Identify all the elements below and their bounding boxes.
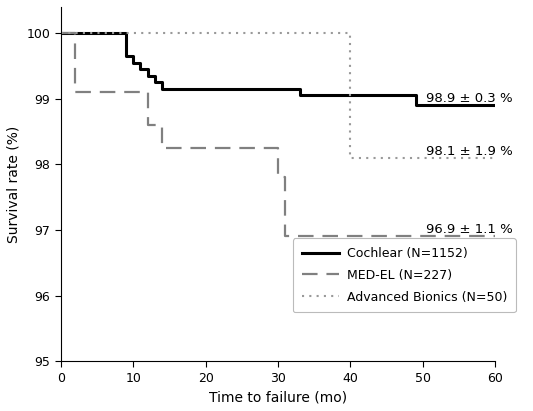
X-axis label: Time to failure (mo): Time to failure (mo)	[209, 390, 347, 404]
Legend: Cochlear (N=1152), MED-EL (N=227), Advanced Bionics (N=50): Cochlear (N=1152), MED-EL (N=227), Advan…	[293, 238, 516, 312]
Text: 98.1 ± 1.9 %: 98.1 ± 1.9 %	[426, 145, 513, 158]
Text: 98.9 ± 0.3 %: 98.9 ± 0.3 %	[426, 92, 513, 105]
Text: 96.9 ± 1.1 %: 96.9 ± 1.1 %	[426, 224, 513, 236]
Y-axis label: Survival rate (%): Survival rate (%)	[7, 125, 21, 242]
